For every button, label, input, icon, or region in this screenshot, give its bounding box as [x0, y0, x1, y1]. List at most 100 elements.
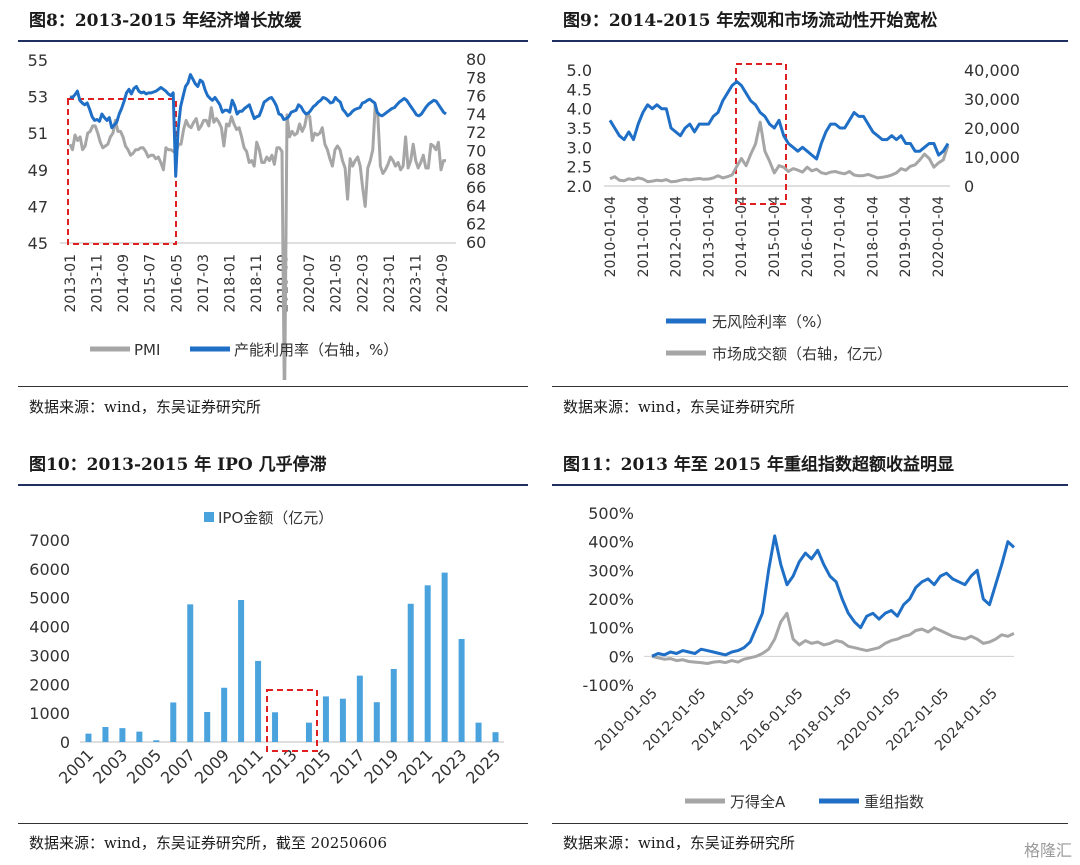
- bar-2025: [492, 732, 499, 742]
- y-tick-label: 5000: [29, 589, 70, 608]
- y-right-tick-label: 72: [466, 123, 486, 142]
- y-right-tick-label: 40,000: [964, 61, 1020, 80]
- x-tick-label: 2023-01: [382, 254, 398, 313]
- highlight-box: [266, 689, 318, 752]
- x-tick-label: 2018-01-04: [865, 196, 881, 277]
- chart-fig9: 2.02.53.03.54.04.55.0 0 10,000 20,000 30,000…: [567, 61, 1020, 363]
- y-left-tick-label: 4.5: [567, 80, 592, 99]
- x-tick-label: 2020-01-04: [931, 196, 947, 277]
- panel-title: 图8：2013-2015 年经济增长放缓: [29, 11, 302, 31]
- y-right-tick-label: 20,000: [964, 119, 1020, 138]
- legend-label-ipo: IPO金额（亿元）: [218, 509, 333, 527]
- bar-2001: [85, 733, 92, 742]
- bar-2018: [373, 702, 380, 742]
- y-tick-label: 200%: [588, 590, 634, 609]
- x-tick-label: 2017: [326, 745, 368, 787]
- x-tick-label: 2011-01-04: [636, 196, 652, 277]
- y-left-tick-label: 3.0: [567, 138, 592, 157]
- legend-label-capacity: 产能利用率（右轴，%）: [234, 341, 398, 359]
- source-note: 数据来源：wind，东吴证券研究所: [563, 398, 795, 416]
- x-tick-label: 2009: [191, 745, 233, 787]
- x-tick-label: 2023: [428, 745, 470, 787]
- highlight-box: [735, 63, 787, 205]
- x-tick-label: 2022-03: [355, 254, 371, 313]
- x-tick-label: 2016-01-04: [800, 196, 816, 277]
- title-rule: [18, 484, 528, 486]
- y-tick-label: 400%: [588, 533, 634, 552]
- x-tick-label: 2012-01-04: [669, 196, 685, 277]
- bar-2008: [204, 711, 211, 742]
- highlight-box: [67, 98, 177, 245]
- x-tick-label: 2017-01-04: [833, 196, 849, 277]
- turnover-line: [609, 120, 950, 184]
- panel-title: 图11：2013 年至 2015 年重组指数超额收益明显: [563, 455, 955, 475]
- x-tick-label: 2019: [360, 745, 402, 787]
- y-left-tick-label: 2.5: [567, 158, 592, 177]
- legend-label-pmi: PMI: [134, 341, 160, 359]
- source-rule: [18, 386, 528, 387]
- y-left-tick-label: 5.0: [567, 61, 592, 80]
- x-tick-label: 2017-03: [196, 254, 212, 313]
- source-rule: [552, 823, 1068, 824]
- x-tick-label: 2013-01-04: [701, 196, 717, 277]
- x-tick-label: 2014-09: [116, 254, 132, 313]
- y-left-tick-label: 55: [28, 51, 48, 70]
- legend-label-restructuring: 重组指数: [864, 793, 924, 811]
- x-tick-label: 2013-11: [90, 254, 106, 313]
- y-left-tick-label: 2.0: [567, 177, 592, 196]
- capacity-utilization-line: [69, 73, 447, 178]
- y-right-tick-label: 0: [964, 177, 974, 196]
- bar-2006: [170, 702, 177, 742]
- x-tick-label: 2014-01-04: [734, 196, 750, 277]
- y-tick-label: 4000: [29, 618, 70, 637]
- x-tick-label: 2010-01-04: [603, 196, 619, 277]
- source-rule: [552, 386, 1068, 387]
- y-tick-label: 100%: [588, 619, 634, 638]
- y-left-tick-label: 3.5: [567, 119, 592, 138]
- x-tick-label: 2024-09: [435, 254, 451, 313]
- y-right-tick-label: 66: [466, 178, 486, 197]
- y-tick-label: -100%: [582, 676, 634, 695]
- pmi-line: [68, 102, 446, 380]
- y-tick-label: 3000: [29, 646, 70, 665]
- bar-2023: [458, 638, 465, 742]
- wind-all-a-line: [651, 611, 1015, 665]
- chart-fig10: 0100020003000400050006000700020012003200…: [29, 509, 504, 788]
- x-tick-label: 2020-07: [302, 254, 318, 313]
- bar-2020: [407, 603, 414, 742]
- y-left-tick-label: 53: [28, 88, 48, 107]
- x-tick-label: 2003: [89, 745, 131, 787]
- y-tick-label: 500%: [588, 504, 634, 523]
- source-note: 数据来源：wind，东吴证券研究所: [29, 398, 261, 416]
- bar-2004: [136, 731, 143, 742]
- y-right-tick-label: 30,000: [964, 90, 1020, 109]
- bar-2011: [255, 660, 262, 742]
- y-right-tick-label: 68: [466, 160, 486, 179]
- bar-2009: [221, 687, 228, 742]
- x-tick-label: 2005: [123, 745, 165, 787]
- y-right-tick-label: 76: [466, 87, 486, 106]
- title-rule: [552, 40, 1068, 42]
- x-tick-label: 2013-01: [63, 254, 79, 313]
- x-tick-label: 2018-11: [249, 254, 265, 313]
- bar-2021: [424, 585, 431, 742]
- y-tick-label: 7000: [29, 531, 70, 550]
- y-right-tick-label: 70: [466, 142, 486, 161]
- y-right-tick-label: 64: [466, 196, 486, 215]
- restructuring-index-line: [651, 534, 1016, 658]
- source-rule: [18, 823, 528, 824]
- title-rule: [552, 484, 1068, 486]
- legend-label-rate: 无风险利率（%）: [712, 313, 831, 331]
- x-tick-label: 2019-01-04: [898, 196, 914, 277]
- x-tick-label: 2015-07: [143, 254, 159, 313]
- x-tick-label: 2023-11: [408, 254, 424, 313]
- bar-2014: [305, 722, 312, 742]
- bar-2015: [322, 696, 329, 742]
- y-left-tick-label: 45: [28, 234, 48, 253]
- y-left-tick-label: 4.0: [567, 100, 592, 119]
- y-tick-label: 0: [60, 733, 70, 752]
- y-right-tick-label: 60: [466, 233, 486, 252]
- bar-2024: [475, 722, 482, 742]
- y-tick-label: 6000: [29, 560, 70, 579]
